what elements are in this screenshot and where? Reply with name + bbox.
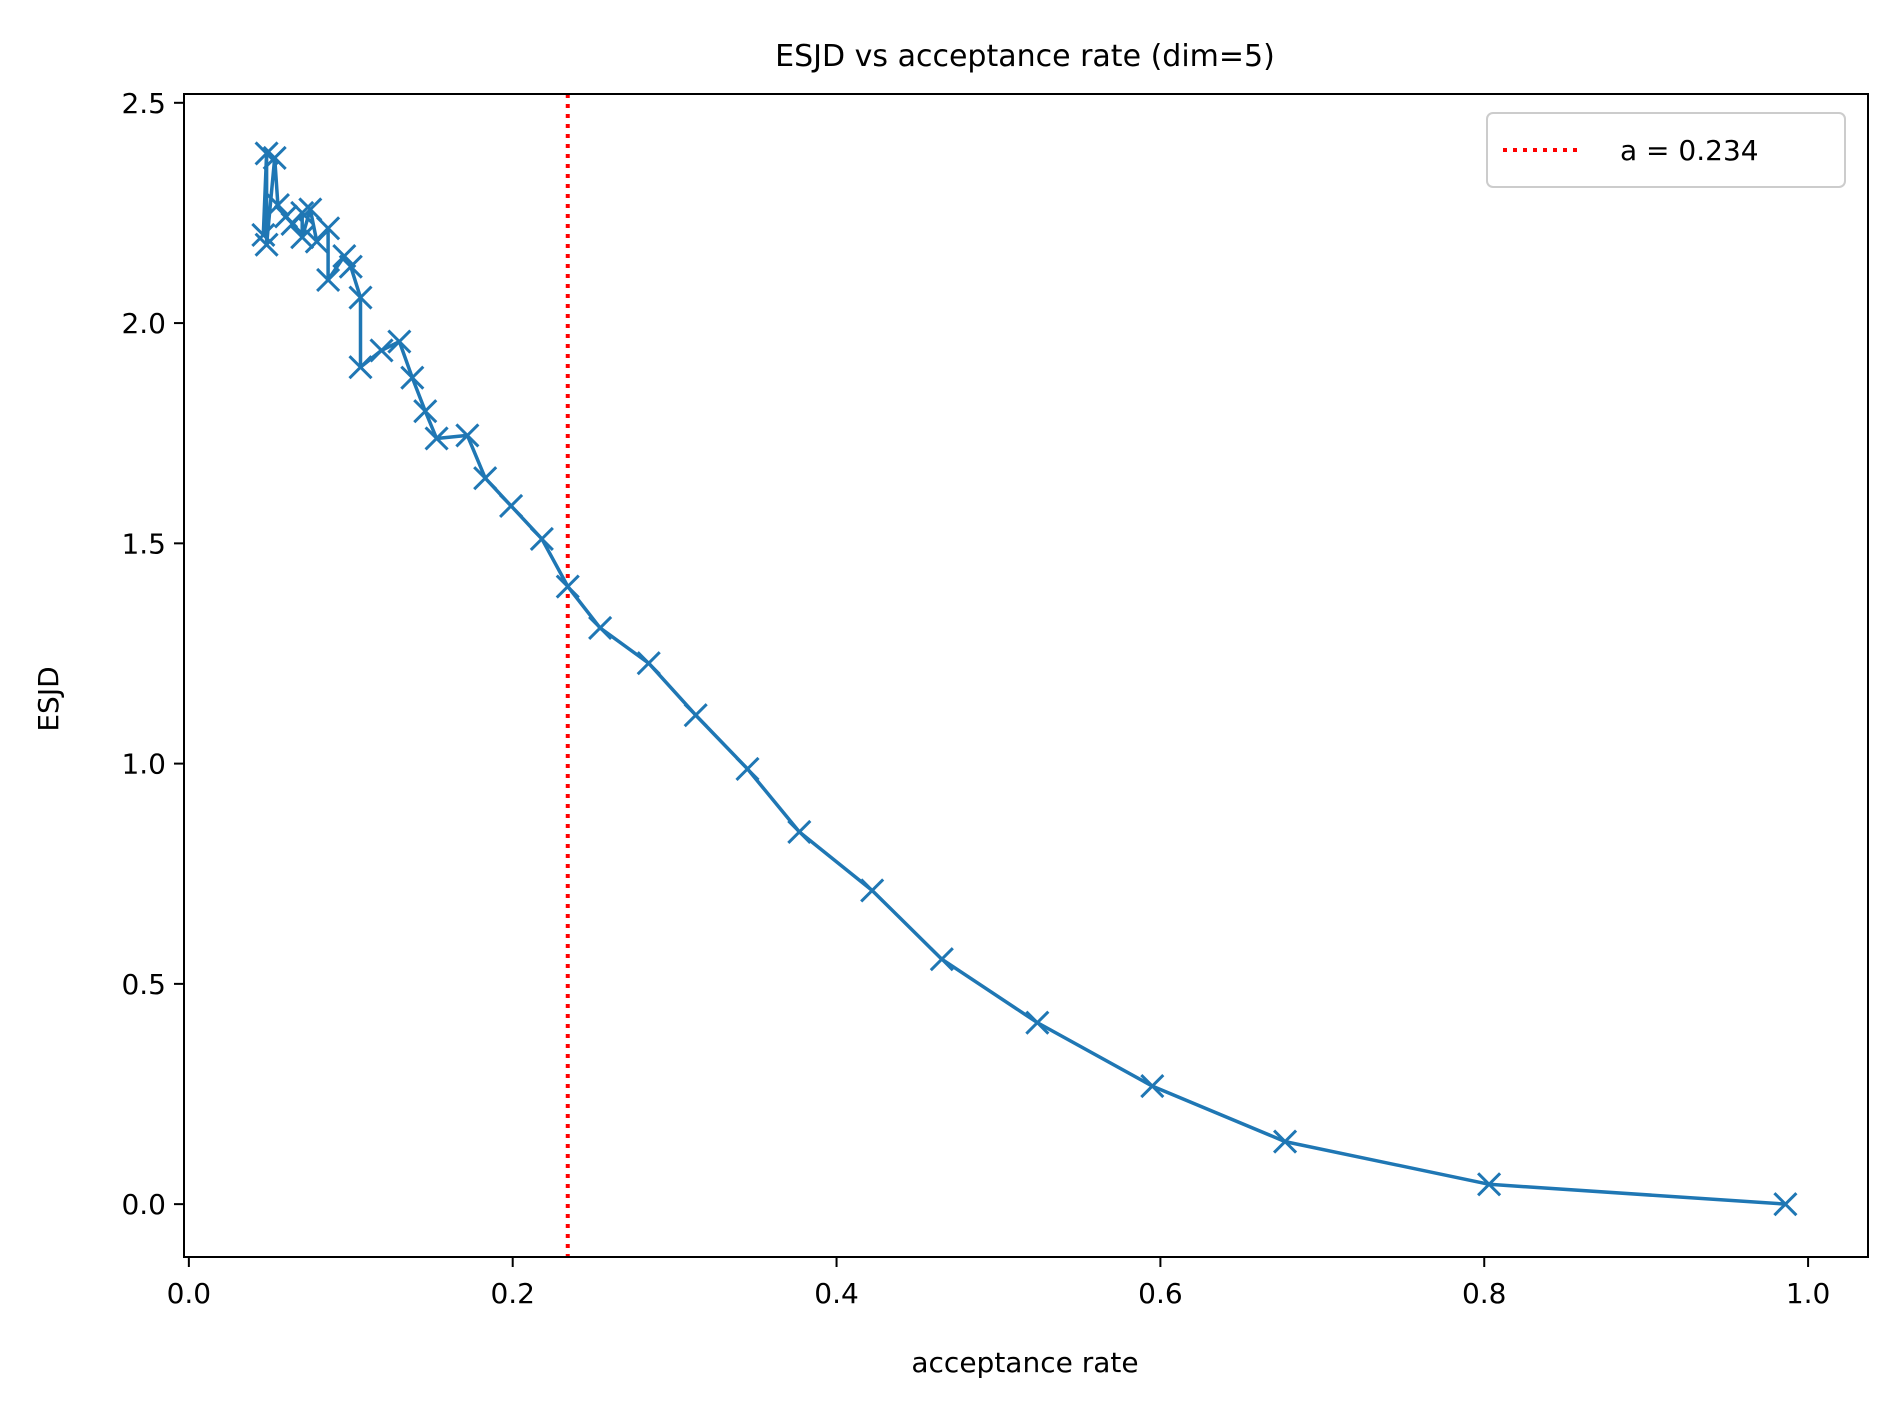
marker-stroke <box>273 204 299 229</box>
marker-stroke <box>290 225 315 250</box>
marker-stroke <box>251 222 276 248</box>
marker-stroke <box>400 365 425 390</box>
data-point-marker <box>499 493 524 518</box>
marker-stroke <box>348 355 373 380</box>
data-point-marker <box>262 145 287 170</box>
y-axis: 0.0 0.5 1.0 1.5 2.0 2.5 <box>121 87 184 1221</box>
plot-frame <box>183 93 1869 1258</box>
y-tick-label: 2.0 <box>121 307 166 340</box>
data-point-marker <box>1025 1010 1050 1035</box>
marker-stroke <box>683 703 708 728</box>
marker-stroke <box>338 254 363 279</box>
marker-stroke <box>254 141 279 166</box>
x-tick-label: 1.0 <box>1786 1277 1831 1310</box>
marker-stroke <box>254 232 279 257</box>
data-point-marker <box>348 355 373 380</box>
series-layer <box>251 141 1798 1217</box>
marker-stroke <box>369 338 394 363</box>
data-point-marker <box>588 615 613 640</box>
marker-stroke <box>1773 1192 1798 1217</box>
y-axis-label: ESJD <box>32 666 65 731</box>
data-point-marker <box>1773 1192 1798 1217</box>
chart-title: ESJD vs acceptance rate (dim=5) <box>775 39 1275 74</box>
marker-stroke <box>455 423 480 448</box>
marker-stroke <box>298 197 323 222</box>
legend-label: a = 0.234 <box>1620 134 1759 167</box>
y-tick-label: 1.0 <box>121 748 166 781</box>
data-point-marker <box>265 192 290 218</box>
marker-stroke <box>860 878 885 903</box>
marker-stroke <box>348 285 373 310</box>
data-point-marker <box>555 574 580 599</box>
x-tick-label: 0.4 <box>814 1277 859 1310</box>
legend: a = 0.234 <box>1486 112 1846 188</box>
data-point-marker <box>316 267 341 292</box>
marker-stroke <box>636 651 661 676</box>
data-point-marker <box>304 229 329 254</box>
data-point-marker <box>254 141 279 166</box>
marker-stroke <box>265 192 290 218</box>
data-point-marker <box>251 222 276 248</box>
marker-stroke <box>387 329 412 354</box>
legend-box <box>1486 112 1846 188</box>
marker-stroke <box>1273 1129 1298 1154</box>
data-point-marker <box>332 244 357 269</box>
data-point-marker <box>1140 1074 1165 1099</box>
data-point-marker <box>387 329 412 354</box>
x-tick-label: 0.0 <box>167 1277 212 1310</box>
data-point-marker <box>348 285 373 310</box>
marker-stroke <box>304 229 329 254</box>
data-point-marker <box>273 204 299 229</box>
data-point-marker <box>400 365 425 390</box>
data-point-marker <box>413 399 438 424</box>
data-point-marker <box>929 947 954 972</box>
data-point-marker <box>636 651 661 676</box>
data-point-marker <box>683 703 708 728</box>
y-tick-label: 1.5 <box>121 527 166 560</box>
marker-stroke <box>1140 1074 1165 1099</box>
data-point-marker <box>455 423 480 448</box>
data-point-marker <box>735 756 760 781</box>
marker-stroke <box>413 399 438 424</box>
marker-stroke <box>316 267 341 292</box>
y-tick-label: 0.0 <box>121 1188 166 1221</box>
data-point-marker <box>529 526 554 551</box>
data-point-marker <box>1477 1172 1502 1197</box>
marker-stroke <box>473 466 498 491</box>
data-point-marker <box>860 878 885 903</box>
marker-stroke <box>929 947 954 972</box>
marker-stroke <box>424 426 449 451</box>
marker-stroke <box>1025 1010 1050 1035</box>
data-point-marker <box>473 466 498 491</box>
marker-stroke <box>735 756 760 781</box>
data-point-marker <box>787 819 812 844</box>
marker-stroke <box>555 574 580 599</box>
y-tick-label: 2.5 <box>121 87 166 120</box>
marker-stroke <box>262 145 287 170</box>
y-tick-label: 0.5 <box>121 968 166 1001</box>
x-tick-label: 0.2 <box>490 1277 535 1310</box>
data-point-marker <box>424 426 449 451</box>
marker-stroke <box>588 615 613 640</box>
data-point-marker <box>369 338 394 363</box>
x-axis: 0.0 0.2 0.4 0.6 0.8 1.0 <box>167 1257 1831 1310</box>
marker-stroke <box>499 493 524 518</box>
x-tick-label: 0.8 <box>1462 1277 1507 1310</box>
data-point-marker <box>298 197 323 222</box>
marker-stroke <box>1477 1172 1502 1197</box>
x-axis-label: acceptance rate <box>911 1346 1138 1379</box>
data-point-marker <box>1273 1129 1298 1154</box>
marker-stroke <box>787 819 812 844</box>
data-point-marker <box>290 225 315 250</box>
data-point-marker <box>338 254 363 279</box>
marker-stroke <box>529 526 554 551</box>
x-tick-label: 0.6 <box>1138 1277 1183 1310</box>
marker-stroke <box>332 244 357 269</box>
